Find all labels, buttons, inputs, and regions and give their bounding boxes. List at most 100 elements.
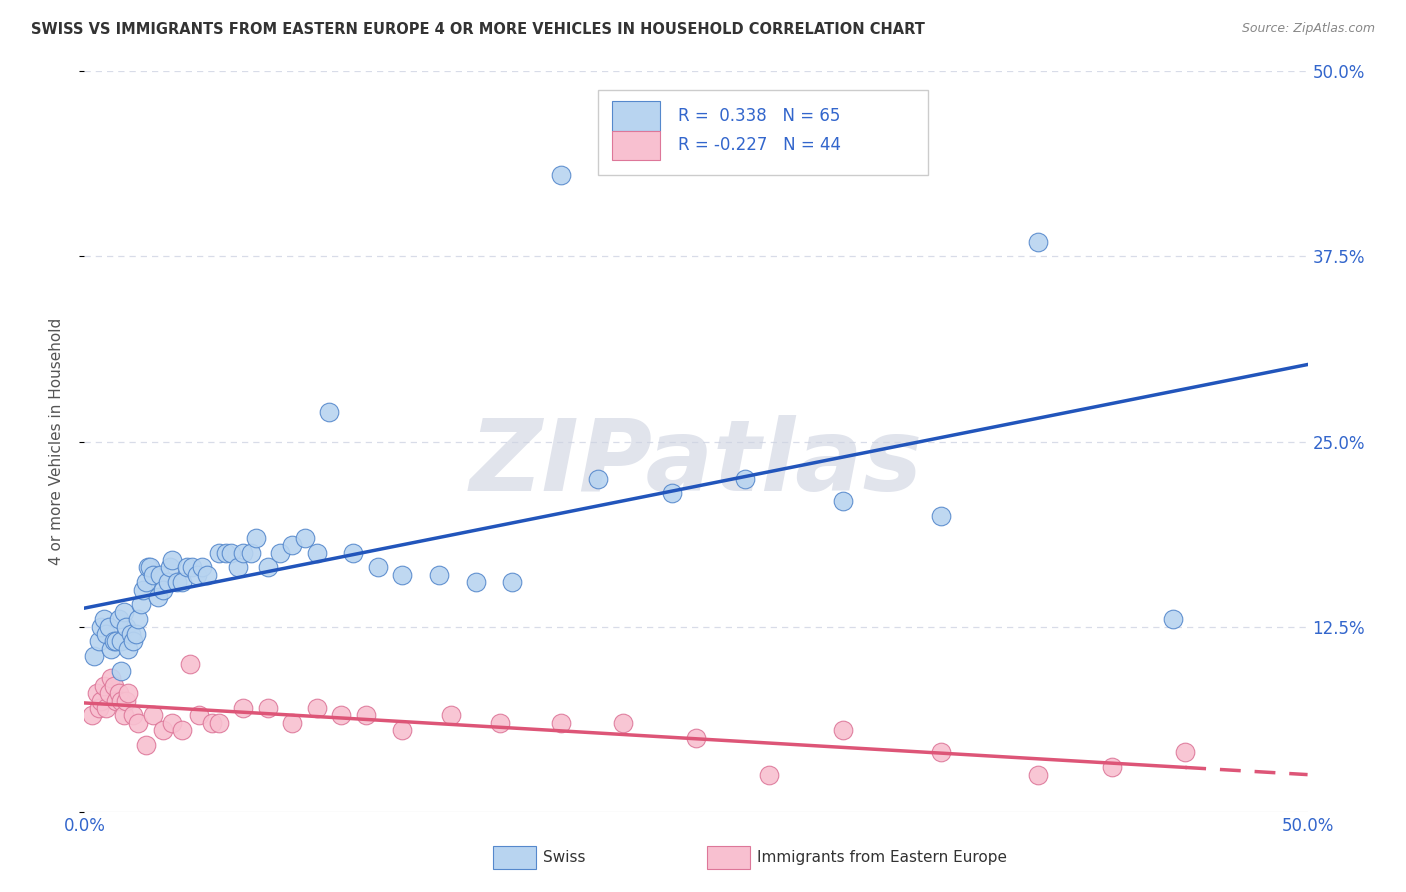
Point xyxy=(90,619,112,633)
Point xyxy=(122,634,145,648)
Point xyxy=(100,672,122,686)
FancyBboxPatch shape xyxy=(612,101,661,130)
Point xyxy=(181,560,204,574)
Point xyxy=(105,694,128,708)
Point xyxy=(257,701,280,715)
Text: ZIPatlas: ZIPatlas xyxy=(470,416,922,512)
Point xyxy=(200,715,222,730)
Point xyxy=(330,708,353,723)
FancyBboxPatch shape xyxy=(598,90,928,175)
Point xyxy=(257,560,280,574)
Text: R =  0.338   N = 65: R = 0.338 N = 65 xyxy=(678,107,839,125)
Point xyxy=(83,649,105,664)
Point xyxy=(117,686,139,700)
Point xyxy=(105,634,128,648)
Point xyxy=(162,553,184,567)
Point xyxy=(127,715,149,730)
Point xyxy=(122,708,145,723)
Point xyxy=(115,694,138,708)
Point xyxy=(1101,760,1123,774)
Point xyxy=(1028,767,1050,781)
Point xyxy=(831,723,853,738)
Point xyxy=(342,546,364,560)
Point xyxy=(96,627,118,641)
Point xyxy=(215,546,238,560)
Point xyxy=(125,627,148,641)
Point xyxy=(391,567,413,582)
Point xyxy=(127,612,149,626)
Point xyxy=(142,567,165,582)
Point xyxy=(129,598,152,612)
Text: Swiss: Swiss xyxy=(543,850,585,865)
Point xyxy=(139,560,162,574)
Point xyxy=(152,582,174,597)
Point xyxy=(110,634,132,648)
Point xyxy=(135,575,157,590)
Point xyxy=(80,708,103,723)
Point xyxy=(93,679,115,693)
Point xyxy=(117,641,139,656)
Point xyxy=(112,605,135,619)
Point xyxy=(1028,235,1050,249)
FancyBboxPatch shape xyxy=(494,846,536,870)
Point xyxy=(100,641,122,656)
Point xyxy=(685,731,707,745)
Point xyxy=(440,708,463,723)
Point xyxy=(354,708,377,723)
Point xyxy=(152,723,174,738)
Point xyxy=(245,531,267,545)
Point xyxy=(661,486,683,500)
Point xyxy=(90,694,112,708)
FancyBboxPatch shape xyxy=(707,846,749,870)
Point xyxy=(612,715,634,730)
Point xyxy=(179,657,201,671)
Point xyxy=(489,715,512,730)
Point xyxy=(550,715,572,730)
Point xyxy=(208,546,231,560)
Point xyxy=(367,560,389,574)
Text: R = -0.227   N = 44: R = -0.227 N = 44 xyxy=(678,136,841,154)
Point xyxy=(87,634,110,648)
Point xyxy=(135,738,157,752)
Point xyxy=(97,619,120,633)
Point xyxy=(191,560,214,574)
Point xyxy=(195,567,218,582)
Point xyxy=(831,493,853,508)
Point xyxy=(305,701,328,715)
Point xyxy=(734,471,756,485)
Point xyxy=(166,575,188,590)
Point xyxy=(1161,612,1184,626)
Point xyxy=(103,634,125,648)
Point xyxy=(156,575,179,590)
Point xyxy=(120,627,142,641)
Point xyxy=(110,664,132,678)
Point xyxy=(103,679,125,693)
Point xyxy=(929,746,952,760)
Point xyxy=(427,567,450,582)
Point xyxy=(142,708,165,723)
Point xyxy=(149,567,172,582)
Point xyxy=(232,701,254,715)
Point xyxy=(586,471,609,485)
Point xyxy=(232,546,254,560)
Text: Source: ZipAtlas.com: Source: ZipAtlas.com xyxy=(1241,22,1375,36)
Point xyxy=(186,567,208,582)
Point xyxy=(188,708,211,723)
Point xyxy=(1174,746,1197,760)
Point xyxy=(281,715,304,730)
Point xyxy=(281,538,304,552)
Point xyxy=(239,546,262,560)
Point xyxy=(146,590,169,604)
Point xyxy=(86,686,108,700)
Point xyxy=(112,708,135,723)
Point xyxy=(87,701,110,715)
Point xyxy=(93,612,115,626)
Point xyxy=(269,546,291,560)
Point xyxy=(176,560,198,574)
Point xyxy=(929,508,952,523)
Point xyxy=(294,531,316,545)
Point xyxy=(97,686,120,700)
FancyBboxPatch shape xyxy=(612,130,661,161)
Point xyxy=(502,575,524,590)
Point xyxy=(159,560,181,574)
